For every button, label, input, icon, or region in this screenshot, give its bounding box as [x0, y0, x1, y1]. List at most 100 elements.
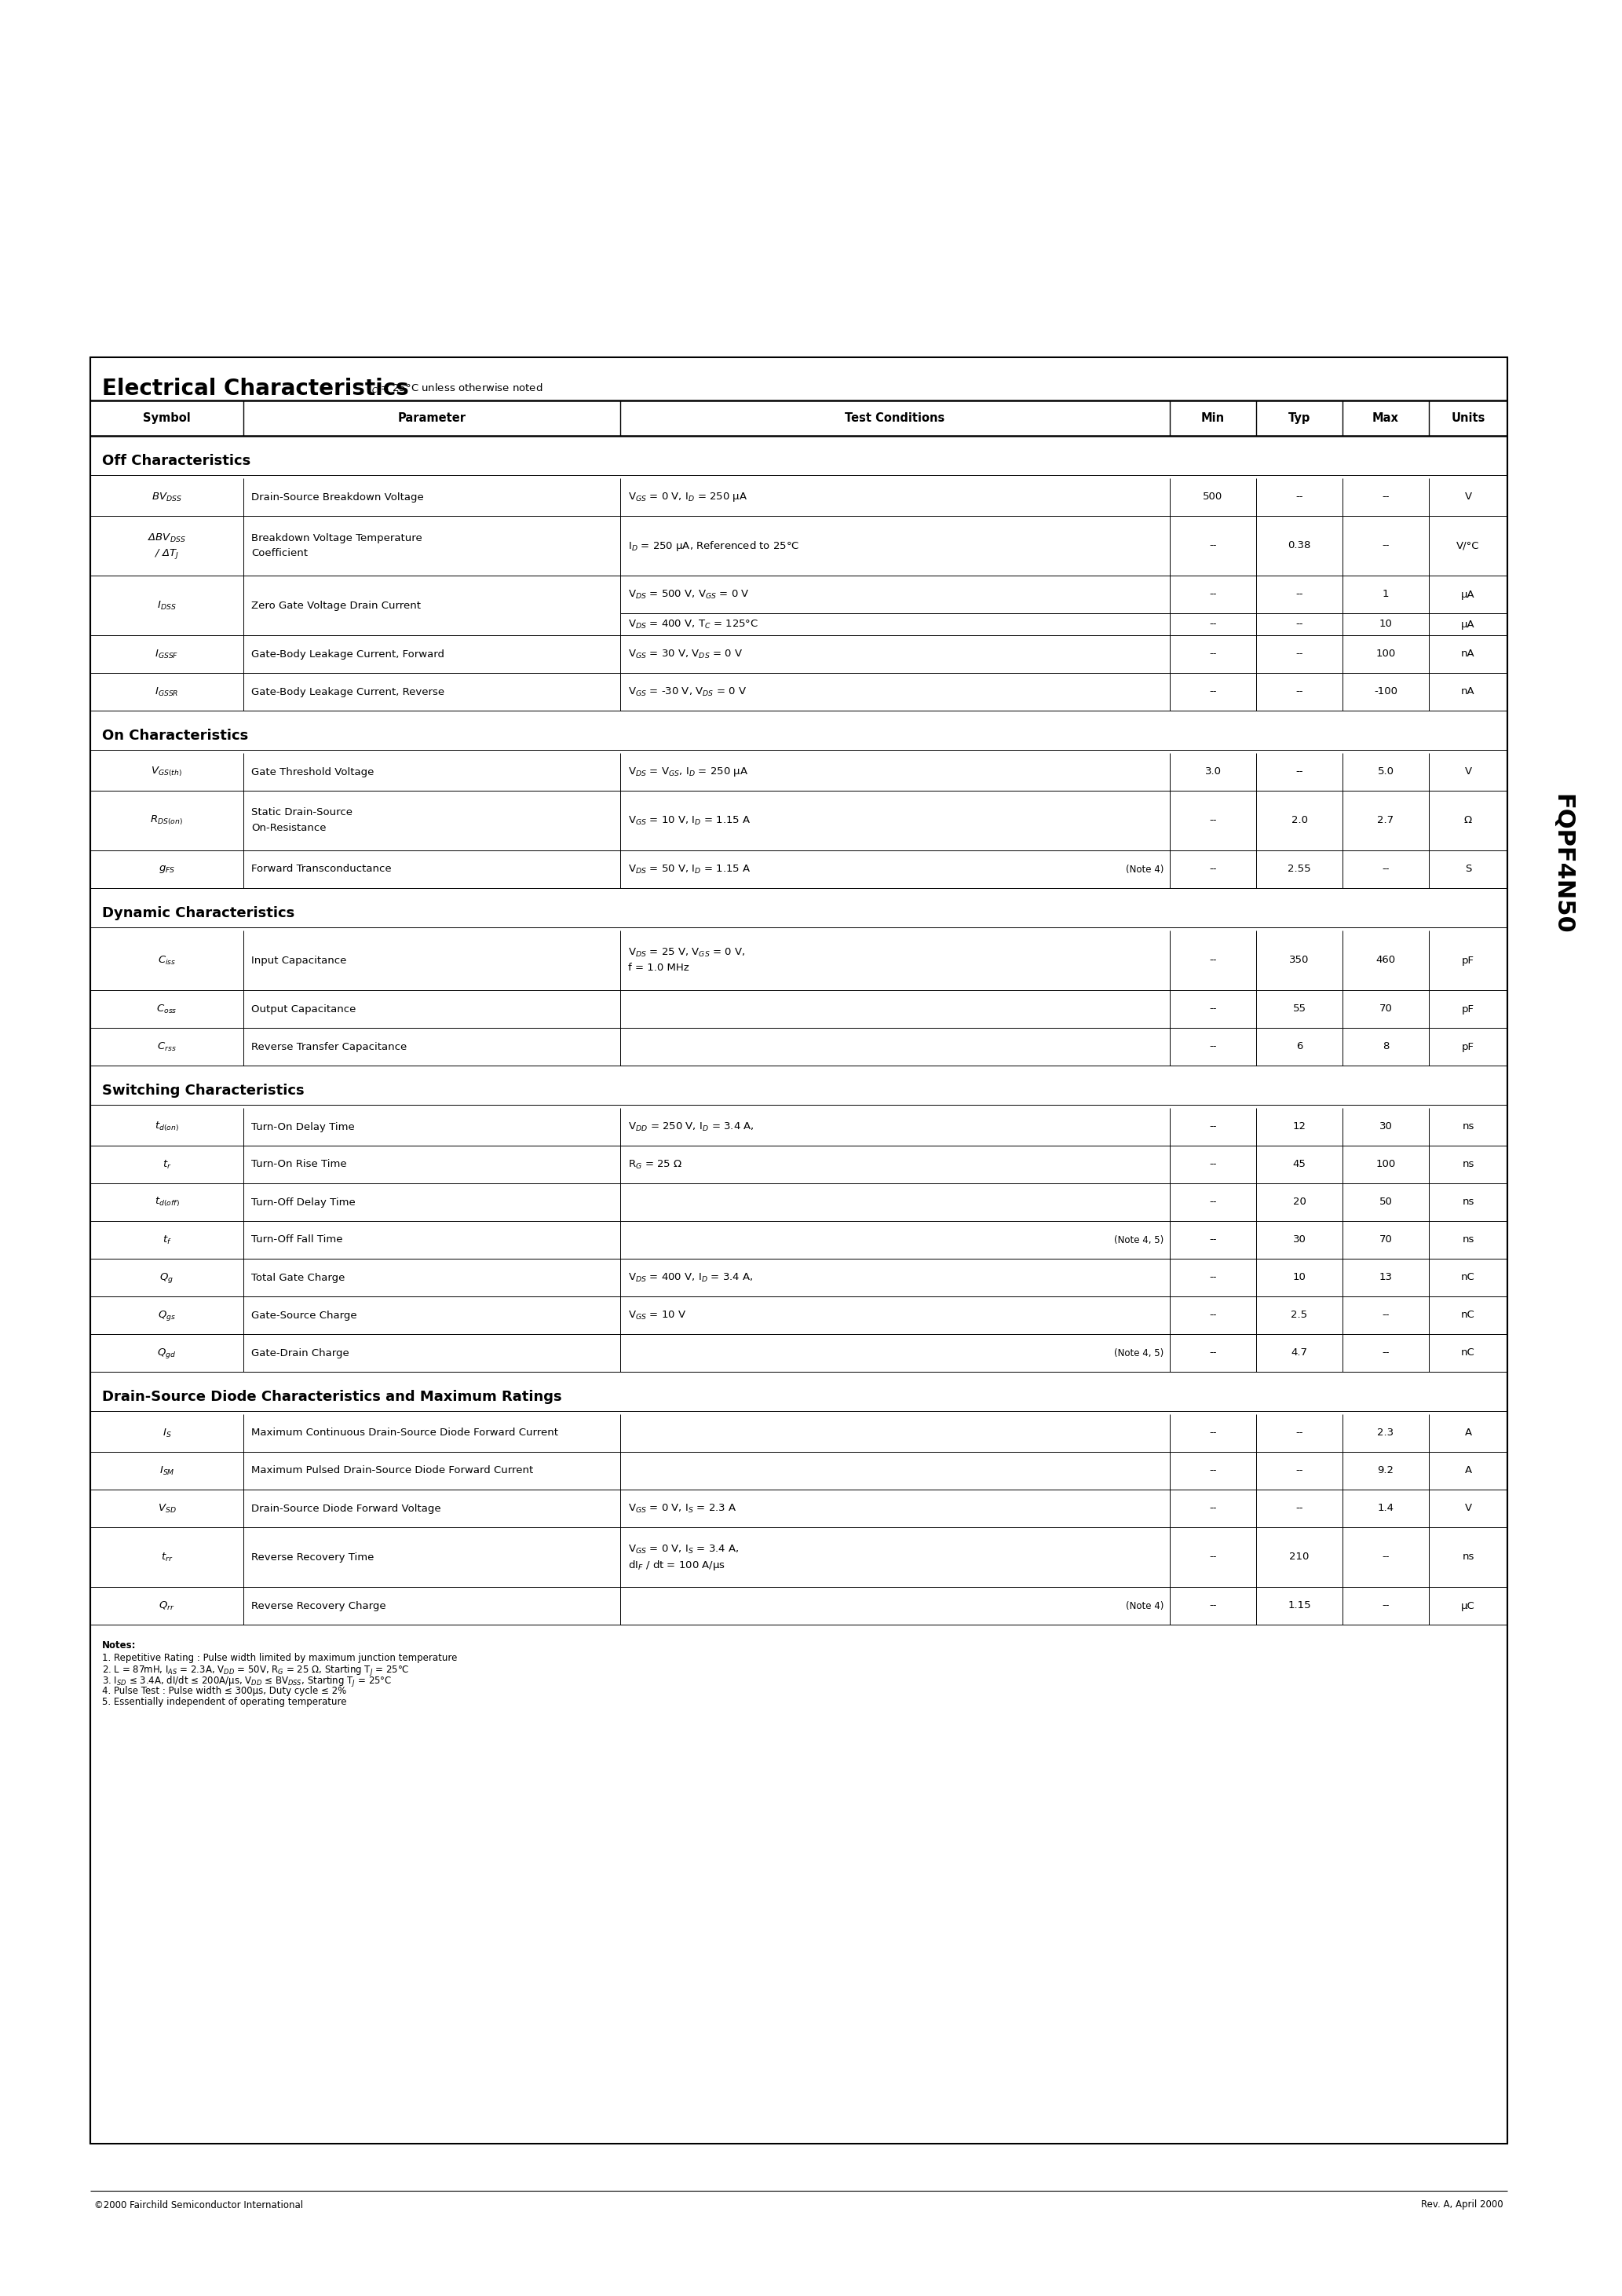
Text: Reverse Recovery Time: Reverse Recovery Time — [251, 1552, 375, 1561]
Text: I$_{DSS}$: I$_{DSS}$ — [157, 599, 177, 611]
Text: --: -- — [1210, 1003, 1216, 1015]
Text: 100: 100 — [1375, 650, 1395, 659]
Text: 5.0: 5.0 — [1377, 767, 1393, 776]
Text: μA: μA — [1461, 590, 1474, 599]
Text: 3. I$_{SD}$ ≤ 3.4A, dI/dt ≤ 200A/μs, V$_{DD}$ ≤ BV$_{DSS}$, Starting T$_J$ = 25°: 3. I$_{SD}$ ≤ 3.4A, dI/dt ≤ 200A/μs, V$_… — [102, 1674, 393, 1690]
Text: Total Gate Charge: Total Gate Charge — [251, 1272, 345, 1283]
Text: --: -- — [1210, 1042, 1216, 1052]
Text: --: -- — [1210, 1123, 1216, 1132]
Text: 10: 10 — [1293, 1272, 1306, 1283]
Text: V$_{DS}$ = 50 V, I$_D$ = 1.15 A: V$_{DS}$ = 50 V, I$_D$ = 1.15 A — [628, 863, 751, 875]
Text: Output Capacitance: Output Capacitance — [251, 1003, 355, 1015]
Text: 2. L = 87mH, I$_{AS}$ = 2.3A, V$_{DD}$ = 50V, R$_G$ = 25 Ω, Starting T$_J$ = 25°: 2. L = 87mH, I$_{AS}$ = 2.3A, V$_{DD}$ =… — [102, 1665, 409, 1678]
Text: --: -- — [1296, 1504, 1302, 1513]
Text: ns: ns — [1461, 1159, 1474, 1169]
Text: --: -- — [1210, 540, 1216, 551]
Text: Breakdown Voltage Temperature: Breakdown Voltage Temperature — [251, 533, 422, 542]
Text: V$_{GS}$ = 0 V, I$_S$ = 3.4 A,: V$_{GS}$ = 0 V, I$_S$ = 3.4 A, — [628, 1543, 740, 1554]
Text: V: V — [1465, 767, 1471, 776]
Text: A: A — [1465, 1465, 1471, 1476]
Text: t$_{rr}$: t$_{rr}$ — [161, 1552, 174, 1564]
Text: I$_{GSSR}$: I$_{GSSR}$ — [154, 687, 178, 698]
Text: 2.7: 2.7 — [1377, 815, 1393, 827]
Text: 70: 70 — [1379, 1003, 1392, 1015]
Text: --: -- — [1210, 1159, 1216, 1169]
Text: Min: Min — [1202, 413, 1225, 425]
Text: 210: 210 — [1289, 1552, 1309, 1561]
Text: 45: 45 — [1293, 1159, 1306, 1169]
Text: 70: 70 — [1379, 1235, 1392, 1244]
Text: 2.55: 2.55 — [1288, 863, 1311, 875]
Text: pF: pF — [1461, 1003, 1474, 1015]
Text: V$_{SD}$: V$_{SD}$ — [157, 1502, 177, 1515]
Text: 460: 460 — [1375, 955, 1395, 964]
Text: 2.5: 2.5 — [1291, 1311, 1307, 1320]
Text: pF: pF — [1461, 1042, 1474, 1052]
Text: Zero Gate Voltage Drain Current: Zero Gate Voltage Drain Current — [251, 599, 420, 611]
Text: --: -- — [1210, 1311, 1216, 1320]
Text: BV$_{DSS}$: BV$_{DSS}$ — [151, 491, 182, 503]
Text: Q$_{gs}$: Q$_{gs}$ — [157, 1309, 175, 1322]
Text: Q$_g$: Q$_g$ — [159, 1272, 174, 1283]
Text: --: -- — [1210, 1348, 1216, 1357]
Text: V$_{DS}$ = 400 V, T$_C$ = 125°C: V$_{DS}$ = 400 V, T$_C$ = 125°C — [628, 618, 759, 629]
Text: V/°C: V/°C — [1457, 540, 1479, 551]
Text: --: -- — [1296, 491, 1302, 503]
Text: Turn-Off Fall Time: Turn-Off Fall Time — [251, 1235, 342, 1244]
Text: --: -- — [1382, 1348, 1390, 1357]
Text: dI$_F$ / dt = 100 A/μs: dI$_F$ / dt = 100 A/μs — [628, 1559, 725, 1573]
Text: I$_D$ = 250 μA, Referenced to 25°C: I$_D$ = 250 μA, Referenced to 25°C — [628, 540, 800, 553]
Text: Q$_{rr}$: Q$_{rr}$ — [159, 1600, 175, 1612]
Text: R$_G$ = 25 Ω: R$_G$ = 25 Ω — [628, 1159, 683, 1171]
Text: Parameter: Parameter — [397, 413, 466, 425]
Text: --: -- — [1382, 1311, 1390, 1320]
Text: Notes:: Notes: — [102, 1639, 136, 1651]
Bar — [91, 358, 1507, 2144]
Text: --: -- — [1210, 1196, 1216, 1208]
Text: Static Drain-Source: Static Drain-Source — [251, 808, 352, 817]
Text: Gate-Drain Charge: Gate-Drain Charge — [251, 1348, 349, 1357]
Text: Drain-Source Breakdown Voltage: Drain-Source Breakdown Voltage — [251, 491, 423, 503]
Text: --: -- — [1210, 1552, 1216, 1561]
Text: Gate-Body Leakage Current, Reverse: Gate-Body Leakage Current, Reverse — [251, 687, 444, 698]
Text: ns: ns — [1461, 1552, 1474, 1561]
Text: 4. Pulse Test : Pulse width ≤ 300μs, Duty cycle ≤ 2%: 4. Pulse Test : Pulse width ≤ 300μs, Dut… — [102, 1685, 347, 1697]
Text: 20: 20 — [1293, 1196, 1306, 1208]
Text: μA: μA — [1461, 620, 1474, 629]
Text: Typ: Typ — [1288, 413, 1311, 425]
Text: 55: 55 — [1293, 1003, 1306, 1015]
Text: Off Characteristics: Off Characteristics — [102, 455, 251, 468]
Text: g$_{FS}$: g$_{FS}$ — [159, 863, 175, 875]
Text: nA: nA — [1461, 687, 1474, 698]
Text: Drain-Source Diode Forward Voltage: Drain-Source Diode Forward Voltage — [251, 1504, 441, 1513]
Text: 500: 500 — [1204, 491, 1223, 503]
Text: (Note 4, 5): (Note 4, 5) — [1114, 1348, 1163, 1357]
Text: --: -- — [1296, 767, 1302, 776]
Text: --: -- — [1382, 491, 1390, 503]
Text: --: -- — [1210, 590, 1216, 599]
Text: Forward Transconductance: Forward Transconductance — [251, 863, 391, 875]
Text: ©2000 Fairchild Semiconductor International: ©2000 Fairchild Semiconductor Internatio… — [94, 2200, 303, 2211]
Text: 8: 8 — [1382, 1042, 1388, 1052]
Text: -100: -100 — [1374, 687, 1398, 698]
Text: Turn-On Delay Time: Turn-On Delay Time — [251, 1123, 355, 1132]
Text: ns: ns — [1461, 1196, 1474, 1208]
Text: I$_S$: I$_S$ — [162, 1428, 172, 1440]
Text: Gate-Body Leakage Current, Forward: Gate-Body Leakage Current, Forward — [251, 650, 444, 659]
Text: On-Resistance: On-Resistance — [251, 824, 326, 833]
Text: Maximum Continuous Drain-Source Diode Forward Current: Maximum Continuous Drain-Source Diode Fo… — [251, 1428, 558, 1437]
Text: V$_{GS(th)}$: V$_{GS(th)}$ — [151, 765, 183, 778]
Text: --: -- — [1296, 1428, 1302, 1437]
Text: Maximum Pulsed Drain-Source Diode Forward Current: Maximum Pulsed Drain-Source Diode Forwar… — [251, 1465, 534, 1476]
Text: I$_{GSSF}$: I$_{GSSF}$ — [154, 647, 178, 659]
Text: --: -- — [1210, 687, 1216, 698]
Text: 30: 30 — [1293, 1235, 1306, 1244]
Text: V: V — [1465, 491, 1471, 503]
Text: 30: 30 — [1379, 1123, 1392, 1132]
Text: pF: pF — [1461, 955, 1474, 964]
Text: V$_{GS}$ = -30 V, V$_{DS}$ = 0 V: V$_{GS}$ = -30 V, V$_{DS}$ = 0 V — [628, 687, 746, 698]
Text: V$_{DS}$ = 25 V, V$_{GS}$ = 0 V,: V$_{DS}$ = 25 V, V$_{GS}$ = 0 V, — [628, 946, 746, 957]
Text: Test Conditions: Test Conditions — [845, 413, 946, 425]
Text: V$_{DS}$ = 400 V, I$_D$ = 3.4 A,: V$_{DS}$ = 400 V, I$_D$ = 3.4 A, — [628, 1272, 753, 1283]
Text: 9.2: 9.2 — [1377, 1465, 1393, 1476]
